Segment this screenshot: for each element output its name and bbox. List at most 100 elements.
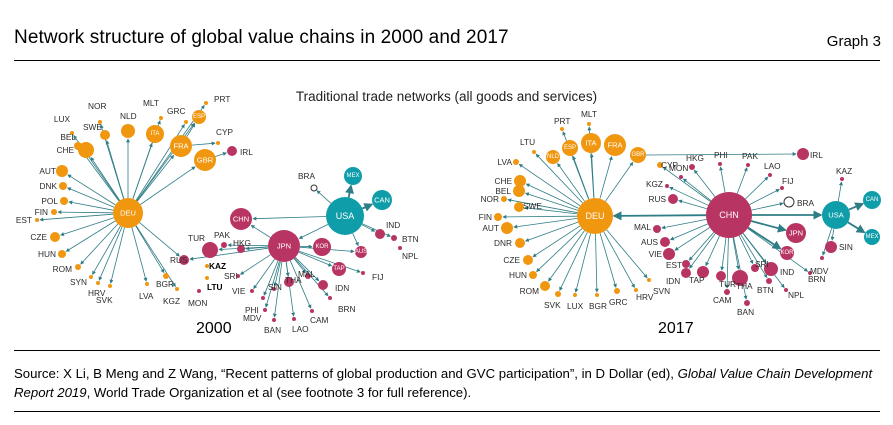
edge-2017-chn-bra bbox=[751, 202, 784, 211]
node-2000-tur bbox=[202, 242, 218, 258]
country-label-2017-brn: BRN bbox=[808, 274, 826, 284]
country-label-2017-idn: IDN bbox=[666, 276, 680, 286]
country-label-2017-dnr: DNR bbox=[494, 238, 512, 248]
country-label-2017-svn: SVN bbox=[653, 286, 670, 296]
node-2017-hrv bbox=[634, 288, 638, 292]
node-label-2017-deu: DEU bbox=[585, 211, 604, 221]
country-label-2017-cyp: CYP bbox=[661, 160, 679, 170]
country-label-2000-ltu: LTU bbox=[207, 282, 223, 292]
edge-2000-fra-cyp bbox=[191, 141, 216, 146]
node-2017-pak bbox=[746, 163, 750, 167]
graph-number: Graph 3 bbox=[826, 33, 881, 50]
node-2017-irl bbox=[797, 148, 809, 160]
edge-2017-chn-mal bbox=[661, 219, 707, 230]
country-label-2017-kgz: KGZ bbox=[646, 179, 663, 189]
edge-2017-usa-kaz bbox=[837, 181, 843, 202]
edge-2017-usa-can bbox=[848, 202, 865, 211]
country-label-2000-tha: THA bbox=[285, 275, 302, 285]
country-label-2000-che: CHE bbox=[56, 145, 74, 155]
node-2000-mex bbox=[344, 167, 362, 185]
country-label-2017-bel: BEL bbox=[495, 186, 511, 196]
country-label-2017-lao: LAO bbox=[764, 161, 781, 171]
country-label-2017-ind: IND bbox=[780, 267, 794, 277]
node-2017-cam bbox=[724, 289, 730, 295]
year-label-2000: 2000 bbox=[196, 320, 232, 337]
node-2017-brn bbox=[808, 271, 812, 275]
node-2000-che bbox=[78, 142, 94, 158]
edge-2000-jpn-fij bbox=[298, 250, 361, 273]
node-2017-tha bbox=[732, 270, 748, 286]
country-label-2017-cam: CAM bbox=[713, 295, 732, 305]
edge-2000-jpn-sri bbox=[239, 254, 271, 275]
country-label-2000-nld: NLD bbox=[120, 111, 137, 121]
node-2000-sri bbox=[236, 274, 240, 278]
node-2000-hrv bbox=[96, 281, 100, 285]
node-2000-bgr bbox=[163, 273, 169, 279]
top-rule bbox=[14, 60, 880, 61]
node-label-2000-aus: AUS bbox=[355, 249, 367, 255]
country-label-2000-syn: SYN bbox=[70, 277, 87, 287]
country-label-2000-cam: CAM bbox=[310, 315, 329, 325]
country-label-2000-sin: SIN bbox=[268, 282, 282, 292]
node-2017-idn bbox=[681, 268, 691, 278]
edge-2017-deu-lux bbox=[574, 233, 591, 293]
node-2000-fij bbox=[361, 271, 365, 275]
node-label-2000-fra: FRA bbox=[174, 142, 189, 151]
node-2000-cyp bbox=[216, 141, 220, 145]
node-2017-est bbox=[682, 260, 690, 268]
node-2000-cze bbox=[50, 232, 60, 242]
edge-2017-chn-vie bbox=[674, 227, 710, 251]
country-label-2000-hrv: HRV bbox=[88, 288, 106, 298]
country-label-2000-pak: PAK bbox=[214, 230, 230, 240]
source-note: Source: X Li, B Meng and Z Wang, “Recent… bbox=[14, 364, 882, 402]
node-2000-chn bbox=[230, 208, 252, 230]
edge-2000-usa-jpn bbox=[298, 224, 329, 239]
edge-2017-chn-kgz bbox=[669, 186, 709, 206]
node-2000-aus bbox=[355, 246, 367, 258]
country-label-2000-lva: LVA bbox=[139, 291, 154, 301]
country-label-2017-aut: AUT bbox=[482, 223, 499, 233]
node-label-2017-chn: CHN bbox=[719, 210, 739, 220]
edge-2017-deu-nld bbox=[557, 162, 585, 202]
node-2000-btn bbox=[391, 235, 397, 241]
edge-2017-chn-sri bbox=[738, 235, 754, 265]
node-2000-syn bbox=[89, 275, 93, 279]
node-2000-hun bbox=[58, 250, 66, 258]
country-label-2017-grc: GRC bbox=[609, 297, 627, 307]
node-2017-lao bbox=[768, 173, 772, 177]
edge-2017-deu-bel bbox=[524, 192, 579, 211]
node-2017-rom bbox=[540, 281, 550, 291]
node-2017-npl bbox=[784, 288, 788, 292]
node-label-2017-jpn: JPN bbox=[789, 229, 803, 238]
edge-2017-chn-idn bbox=[689, 233, 716, 269]
edge-2017-chn-cyp bbox=[662, 166, 711, 202]
source-suffix: , World Trade Organization et al (see fo… bbox=[86, 385, 472, 400]
country-label-2000-kaz: KAZ bbox=[209, 261, 226, 271]
country-label-2017-cze: CZE bbox=[503, 255, 520, 265]
node-2000-mlt bbox=[159, 116, 163, 120]
node-label-2017-esp: ESP bbox=[564, 145, 576, 151]
node-2000-phi bbox=[261, 296, 265, 300]
edge-2017-deu-che bbox=[525, 183, 579, 209]
country-label-2017-ltu: LTU bbox=[520, 137, 535, 147]
edge-2000-jpn-phi bbox=[263, 260, 279, 296]
country-label-2000-sri: SRI bbox=[224, 271, 238, 281]
node-2017-can bbox=[863, 191, 881, 209]
country-label-2017-mon: MON bbox=[669, 163, 688, 173]
edge-2000-deu-rus bbox=[139, 222, 180, 257]
edge-2017-chn-jpn bbox=[750, 220, 787, 233]
country-label-2017-swe: SWE bbox=[523, 201, 542, 211]
country-label-2017-kaz: KAZ bbox=[836, 166, 852, 176]
country-label-2017-bra: BRA bbox=[797, 198, 815, 208]
node-label-2000-kor: KOR bbox=[315, 244, 329, 250]
edge-2017-deu-grc bbox=[599, 233, 617, 288]
country-label-2000-mon: MON bbox=[188, 298, 207, 308]
node-label-2000-chn: CHN bbox=[233, 215, 249, 224]
bottom-rule bbox=[14, 411, 880, 412]
node-2000-mdv bbox=[263, 308, 267, 312]
country-label-2000-grc: GRC bbox=[167, 106, 185, 116]
node-2000-lux bbox=[70, 131, 74, 135]
node-2017-bgr bbox=[595, 293, 599, 297]
node-2017-hun bbox=[529, 271, 537, 279]
node-label-2000-gbr: GBR bbox=[197, 156, 214, 165]
